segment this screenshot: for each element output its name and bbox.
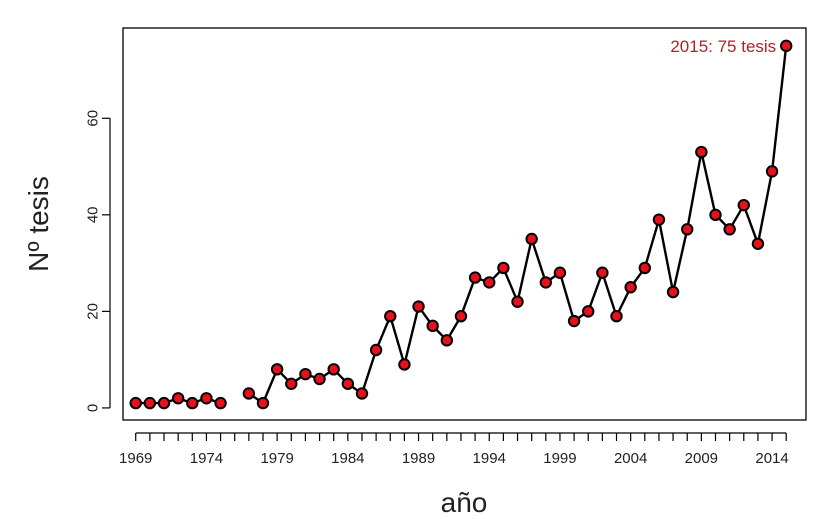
point-2014 — [765, 165, 779, 178]
point-1978 — [256, 396, 270, 410]
y-tick-label-0: 0 — [85, 404, 102, 412]
point-1982 — [313, 372, 326, 386]
point-1972 — [171, 392, 185, 405]
point-2011 — [723, 223, 736, 236]
point-1996 — [511, 295, 524, 308]
point-1977 — [242, 387, 256, 400]
point-1975 — [214, 396, 227, 410]
point-1969 — [129, 396, 142, 410]
point-2004 — [624, 281, 637, 294]
annotations: 2015: 75 tesis — [670, 37, 776, 56]
series-line-segment-2 — [248, 45, 788, 405]
point-1974 — [200, 392, 213, 405]
series-points — [129, 39, 793, 410]
point-1994 — [483, 276, 496, 289]
x-tick-label-1979: 1979 — [260, 450, 293, 467]
point-2000 — [567, 314, 581, 328]
point-1986 — [369, 343, 383, 357]
point-2001 — [582, 305, 595, 318]
x-tick-label-1974: 1974 — [190, 450, 223, 467]
point-1973 — [186, 396, 199, 410]
point-1998 — [539, 276, 553, 289]
point-1983 — [327, 363, 340, 376]
point-1992 — [454, 310, 468, 323]
point-2007 — [666, 285, 680, 299]
x-tick-label-1999: 1999 — [543, 450, 576, 467]
y-tick-label-60: 60 — [85, 110, 102, 127]
point-1990 — [426, 319, 439, 333]
y-tick-label-20: 20 — [85, 303, 102, 320]
x-tick-label-2009: 2009 — [685, 450, 718, 467]
x-tick-label-1969: 1969 — [119, 450, 152, 467]
x-axis-title: año — [441, 487, 488, 518]
x-tick-label-2004: 2004 — [614, 450, 647, 467]
point-1988 — [398, 358, 411, 371]
point-2010 — [709, 208, 722, 222]
point-1997 — [525, 232, 538, 246]
point-1995 — [497, 261, 510, 275]
y-axis-title: Nº tesis — [23, 176, 54, 272]
point-1980 — [285, 377, 298, 390]
point-1979 — [270, 363, 284, 376]
point-2003 — [610, 310, 623, 323]
point-1985 — [355, 387, 369, 400]
point-2006 — [652, 213, 666, 226]
point-1989 — [412, 300, 425, 313]
point-2012 — [737, 198, 750, 212]
point-1987 — [384, 310, 397, 323]
point-1999 — [553, 266, 567, 279]
point-1981 — [299, 367, 312, 381]
point-2009 — [695, 145, 708, 159]
plot-frame — [122, 27, 807, 421]
y-tick-label-40: 40 — [85, 206, 102, 223]
x-tick-label-1984: 1984 — [331, 450, 364, 467]
point-1993 — [468, 271, 482, 284]
x-tick-label-1989: 1989 — [402, 450, 435, 467]
y-axis: 0 20 40 60 — [85, 110, 111, 412]
point-2002 — [596, 266, 609, 279]
x-axis: 1969 1974 1979 1984 1989 1994 1999 2004 2009 2014 — [119, 432, 789, 467]
point-2013 — [751, 237, 765, 250]
point-1971 — [157, 396, 171, 410]
x-tick-label-1994: 1994 — [473, 450, 506, 467]
x-tick-label-2014: 2014 — [755, 450, 788, 467]
point-2008 — [681, 223, 694, 236]
point-2015 — [780, 39, 793, 53]
point-1984 — [341, 377, 355, 390]
annotation-label: 2015: 75 tesis — [670, 37, 776, 56]
point-1991 — [440, 334, 454, 347]
point-2005 — [638, 261, 651, 275]
point-1970 — [143, 396, 157, 410]
